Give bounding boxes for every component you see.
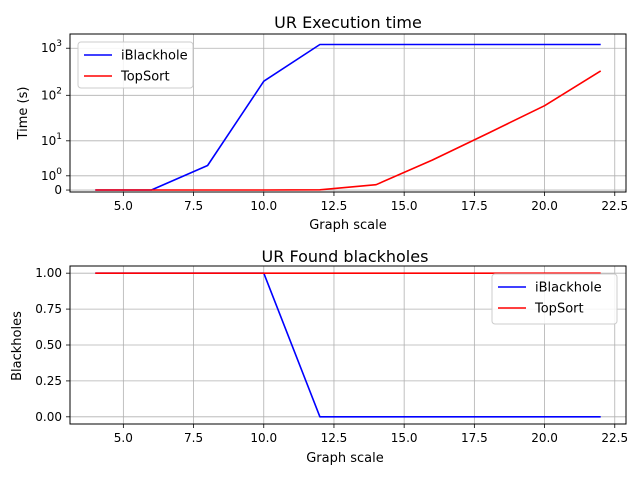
x-tick-label: 15.0 [391,199,418,213]
x-tick-label: 7.5 [184,199,203,213]
x-tick-label: 17.5 [461,431,488,445]
legend-label: TopSort [120,70,170,85]
series-line-topsort [95,70,602,191]
x-tick-label: 20.0 [531,431,558,445]
x-tick-label: 12.5 [321,431,348,445]
x-tick-label: 12.5 [321,199,348,213]
x-tick-label: 20.0 [531,199,558,213]
x-tick-label: 7.5 [184,431,203,445]
y-tick-label: 1.00 [35,266,62,280]
legend: iBlackhole TopSort [491,273,618,325]
y-tick-label: 100 [41,167,62,183]
y-tick-label: 0 [54,183,62,197]
y-tick-label: 0.75 [35,302,62,316]
series-lines [95,272,601,418]
x-tick-label: 10.0 [250,431,277,445]
series-line-iblackhole [95,43,601,191]
x-tick-label: 22.5 [601,199,628,213]
legend: iBlackhole TopSort [77,41,194,89]
legend-label: iBlackhole [121,49,188,64]
chart-title: UR Found blackholes [262,247,429,266]
y-tick-label: 0.00 [35,410,62,424]
x-tick-label: 17.5 [461,199,488,213]
y-axis-label: Blackholes [10,311,25,381]
x-tick-label: 5.0 [114,199,133,213]
y-ticks: 0.00 0.25 0.50 0.75 1.00 [35,266,70,424]
y-axis-label: Time (s) [16,87,31,141]
x-ticks: 5.0 7.5 10.0 12.5 15.0 17.5 20.0 22.5 [114,424,628,445]
legend-label: iBlackhole [535,281,602,296]
y-tick-label: 101 [41,132,62,148]
x-axis-label: Graph scale [306,451,384,466]
axes-frame [69,33,627,193]
y-tick-label: 0.50 [35,338,62,352]
series-lines [95,43,602,191]
x-tick-label: 15.0 [391,431,418,445]
found-blackholes-chart: 5.0 7.5 10.0 12.5 15.0 17.5 20.0 22.5 0.000.250… [10,247,628,466]
y-tick-label: 102 [41,86,62,102]
y-tick-label: 103 [41,39,62,55]
x-axis-label: Graph scale [309,218,387,233]
y-tick-label: 0.25 [35,374,62,388]
x-ticks: 5.0 7.5 10.0 12.5 15.0 17.5 20.0 22.5 [114,192,628,213]
chart-title: UR Execution time [274,13,422,32]
x-tick-label: 5.0 [114,431,133,445]
x-tick-label: 22.5 [601,431,628,445]
legend-label: TopSort [534,302,584,317]
x-tick-label: 10.0 [250,199,277,213]
